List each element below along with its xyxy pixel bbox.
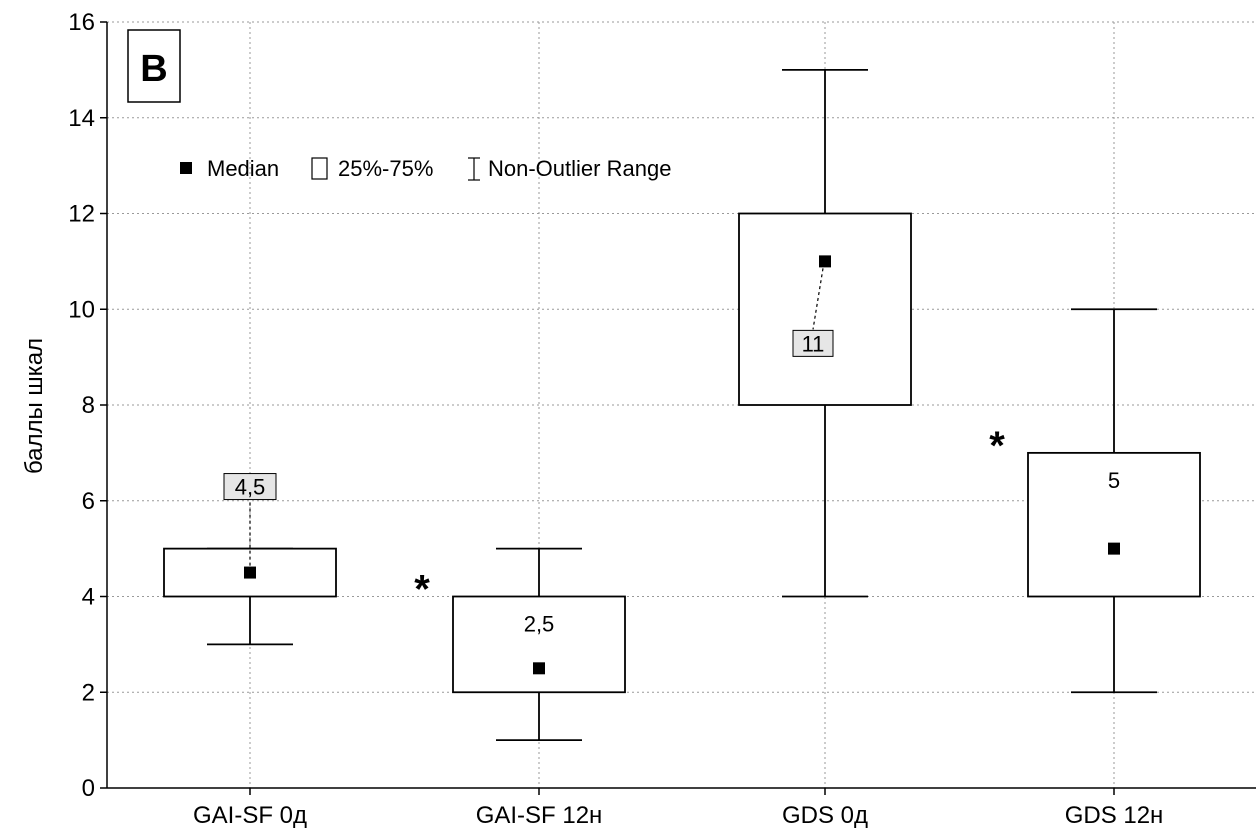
legend-box-marker: [311, 157, 328, 180]
x-tick-label: GDS 12н: [1065, 802, 1164, 829]
legend: Median 25%-75% Non-Outlier Range: [180, 156, 671, 181]
axes: 0 2 4 6 8 10 12 14 16 GAI-SF 0д GAI-SF 12н GDS 0д GD…: [68, 9, 1256, 829]
x-tick-label: GDS 0д: [782, 802, 868, 829]
x-tick-label: GAI-SF 0д: [193, 802, 307, 829]
x-tick-label: GAI-SF 12н: [476, 802, 603, 829]
legend-whisker-marker: [468, 157, 480, 181]
median-value-label: 4,5: [235, 475, 266, 500]
y-tick-label: 0: [82, 775, 95, 802]
grid-lines: [107, 21, 1256, 788]
median-value-label: 11: [802, 331, 825, 356]
legend-median-marker: [180, 162, 192, 174]
median-marker: [1108, 542, 1120, 555]
median-marker: [819, 255, 831, 268]
panel-label-text: B: [140, 48, 167, 90]
box-group: [738, 68, 912, 598]
legend-median-label: Median: [207, 156, 279, 181]
median-callout-box: [223, 473, 277, 501]
iqr-box: [452, 595, 626, 694]
median-marker: [244, 566, 256, 579]
y-tick-label: 8: [82, 392, 95, 419]
median-callout-leader: [812, 268, 824, 330]
y-tick-label: 14: [68, 105, 95, 132]
y-axis-label: баллы шкал: [21, 338, 48, 474]
median-value-label: 2,5: [524, 612, 555, 637]
y-tick-label: 6: [82, 488, 95, 515]
significance-star: *: [989, 424, 1005, 468]
panel-label-frame: [127, 29, 181, 103]
significance-star: *: [414, 568, 430, 612]
legend-whisker-label: Non-Outlier Range: [488, 156, 671, 181]
iqr-box: [1027, 451, 1201, 598]
y-tick-label: 10: [68, 296, 95, 323]
legend-box-label: 25%-75%: [338, 156, 433, 181]
median-value-label: 5: [1108, 468, 1120, 493]
y-tick-label: 16: [68, 9, 95, 36]
box-group: [1027, 308, 1201, 694]
median-callout-box: [792, 329, 834, 357]
median-marker: [533, 662, 545, 675]
y-tick-label: 2: [82, 679, 95, 706]
iqr-box: [738, 212, 912, 406]
y-tick-label: 12: [68, 201, 95, 228]
data-labels: 4,5 2,5 * 11 5 *: [223, 268, 1120, 637]
panel-label: B: [127, 29, 181, 103]
box-group: [452, 547, 626, 742]
y-tick-label: 4: [82, 584, 95, 611]
